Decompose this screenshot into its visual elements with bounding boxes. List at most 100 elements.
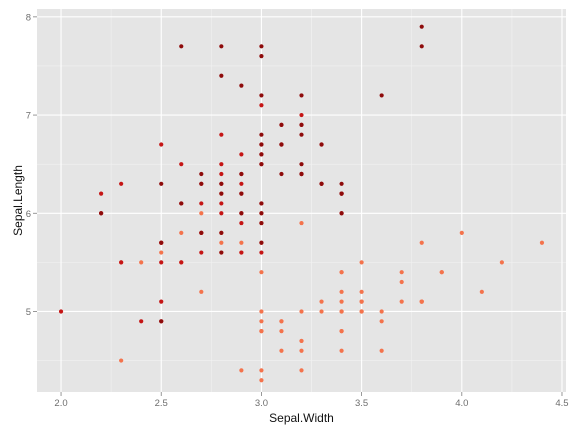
data-point [299, 112, 304, 118]
data-point [239, 368, 244, 373]
data-point [259, 270, 264, 275]
data-point [259, 250, 264, 255]
data-point [239, 250, 244, 255]
data-point [259, 44, 264, 49]
y-axis-title: Sepal.Length [11, 165, 25, 236]
data-point [339, 299, 344, 304]
data-point [219, 201, 224, 206]
data-point [199, 171, 204, 177]
data-point [339, 211, 344, 216]
x-tick-label: 4.0 [455, 398, 468, 409]
axis-ticks [33, 16, 563, 396]
data-point [379, 348, 384, 353]
data-point [279, 348, 284, 353]
data-point [159, 181, 164, 186]
data-point [239, 152, 244, 157]
data-point [119, 358, 124, 363]
data-point [199, 201, 204, 206]
data-point [219, 44, 224, 49]
data-point [319, 181, 324, 186]
data-point [359, 299, 364, 304]
data-point [179, 44, 184, 49]
data-point [339, 270, 344, 275]
data-point [219, 250, 224, 255]
data-point [259, 378, 264, 383]
data-point [299, 309, 304, 314]
y-tick-label: 8 [26, 12, 31, 23]
data-point [339, 309, 344, 314]
x-tick-label: 3.0 [255, 398, 268, 409]
data-point [219, 191, 224, 196]
data-point [119, 181, 124, 186]
data-point [239, 181, 244, 186]
data-point [219, 162, 224, 167]
data-point [219, 240, 224, 245]
data-point [99, 211, 104, 216]
data-point [259, 368, 264, 373]
data-point [219, 132, 224, 137]
data-point [259, 54, 264, 59]
data-point [58, 309, 64, 314]
data-point [279, 142, 284, 147]
data-point [199, 230, 204, 236]
data-point [179, 201, 184, 206]
data-point [219, 73, 224, 78]
plot-panel [37, 9, 566, 392]
data-point [459, 230, 464, 236]
data-point [299, 122, 304, 127]
data-point [499, 260, 504, 265]
data-point [339, 289, 344, 294]
data-point [159, 240, 164, 245]
data-point [139, 260, 144, 265]
data-point [379, 319, 384, 324]
data-points [58, 24, 545, 383]
data-point [419, 240, 424, 245]
data-point [379, 93, 384, 98]
data-point [259, 240, 264, 245]
data-point [219, 181, 224, 186]
data-point [339, 191, 344, 196]
data-point [399, 279, 404, 285]
x-tick-label: 4.5 [555, 398, 568, 409]
data-point [299, 348, 304, 353]
data-point [299, 368, 304, 373]
data-point [339, 181, 344, 186]
data-point [199, 211, 204, 216]
data-point [179, 162, 184, 167]
data-point [159, 260, 164, 265]
data-point [239, 211, 244, 216]
data-point [239, 240, 244, 245]
data-point [259, 132, 264, 137]
data-point [259, 162, 264, 167]
y-tick-label: 7 [26, 111, 31, 122]
x-tick-label: 2.5 [155, 398, 168, 409]
minor-gridlines [37, 9, 566, 392]
data-point [279, 171, 284, 177]
data-point [419, 299, 424, 304]
data-point [259, 220, 264, 226]
data-point [259, 329, 264, 334]
data-point [259, 152, 264, 157]
data-point [359, 260, 364, 265]
data-point [339, 329, 344, 334]
data-point [199, 181, 204, 186]
data-point [479, 289, 484, 294]
data-point [179, 230, 184, 236]
data-point [159, 319, 164, 324]
data-point [419, 24, 424, 29]
data-point [119, 260, 124, 265]
y-tick-label: 5 [26, 307, 31, 318]
data-point [259, 142, 264, 147]
data-point [419, 44, 424, 49]
data-point [259, 319, 264, 324]
data-point [359, 309, 364, 314]
data-point [239, 191, 244, 196]
tick-labels: 2.0 2.5 3.0 3.5 4.0 4.5 5 6 7 8 [26, 12, 569, 409]
data-point [219, 211, 224, 216]
data-point [279, 329, 284, 334]
data-point [199, 289, 204, 294]
data-point [159, 250, 164, 255]
data-point [319, 142, 324, 147]
data-point [239, 83, 244, 88]
